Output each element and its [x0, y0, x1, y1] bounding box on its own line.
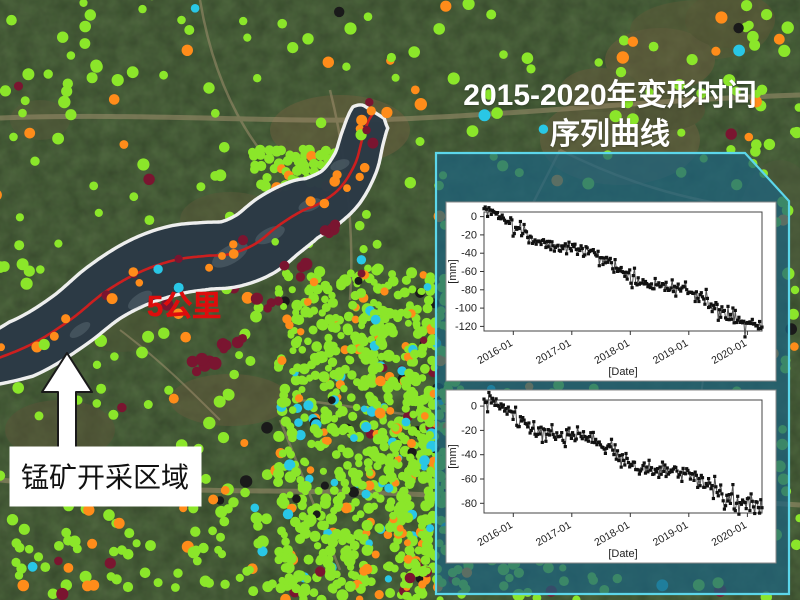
svg-text:-40: -40 — [461, 449, 477, 461]
svg-text:-100: -100 — [455, 303, 477, 315]
svg-text:[Date]: [Date] — [608, 548, 637, 560]
svg-text:-60: -60 — [461, 266, 477, 278]
svg-text:-20: -20 — [461, 229, 477, 241]
svg-text:0: 0 — [471, 211, 477, 223]
svg-text:-20: -20 — [461, 425, 477, 437]
svg-text:-60: -60 — [461, 474, 477, 486]
svg-text:5公里: 5公里 — [147, 291, 221, 323]
svg-text:-120: -120 — [455, 321, 477, 333]
svg-text:锰矿开采区域: 锰矿开采区域 — [21, 462, 189, 493]
svg-text:[mm]: [mm] — [447, 444, 459, 468]
svg-text:[mm]: [mm] — [447, 259, 459, 283]
svg-text:-80: -80 — [461, 498, 477, 510]
svg-text:-40: -40 — [461, 248, 477, 260]
svg-text:0: 0 — [471, 401, 477, 413]
svg-text:-80: -80 — [461, 284, 477, 296]
svg-text:[Date]: [Date] — [608, 366, 637, 378]
